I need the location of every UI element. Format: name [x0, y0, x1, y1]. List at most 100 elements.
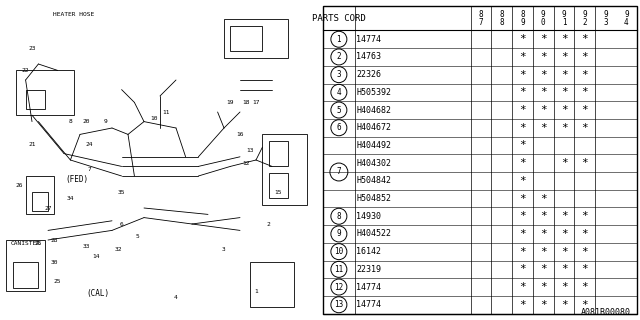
- Text: *: *: [540, 211, 547, 221]
- Text: 6: 6: [120, 221, 124, 227]
- Text: 14774: 14774: [356, 35, 381, 44]
- Text: *: *: [582, 70, 588, 80]
- Text: 8
7: 8 7: [479, 10, 483, 27]
- Text: 32: 32: [115, 247, 122, 252]
- Text: *: *: [561, 211, 568, 221]
- Text: *: *: [519, 123, 526, 133]
- Text: *: *: [561, 300, 568, 310]
- Text: 12: 12: [243, 161, 250, 166]
- Text: *: *: [561, 282, 568, 292]
- Text: *: *: [561, 229, 568, 239]
- Bar: [16, 70, 74, 115]
- Text: 12: 12: [334, 283, 344, 292]
- Text: *: *: [519, 158, 526, 168]
- Text: *: *: [519, 105, 526, 115]
- Text: *: *: [582, 300, 588, 310]
- Text: 16142: 16142: [356, 247, 381, 256]
- Text: *: *: [540, 105, 547, 115]
- Text: 6: 6: [337, 123, 341, 132]
- Text: 14: 14: [92, 253, 100, 259]
- Text: *: *: [519, 264, 526, 274]
- Text: *: *: [540, 229, 547, 239]
- Text: *: *: [540, 264, 547, 274]
- Text: *: *: [519, 282, 526, 292]
- Bar: [26, 176, 54, 214]
- Text: 8
8: 8 8: [499, 10, 504, 27]
- Text: 22: 22: [22, 68, 29, 73]
- Text: 7: 7: [337, 167, 341, 177]
- Text: 5: 5: [136, 234, 140, 239]
- Text: 35: 35: [118, 189, 125, 195]
- Text: H504852: H504852: [356, 194, 391, 203]
- Text: *: *: [519, 211, 526, 221]
- Text: 14774: 14774: [356, 300, 381, 309]
- Text: 20: 20: [83, 119, 90, 124]
- Text: *: *: [582, 211, 588, 221]
- Bar: [250, 262, 294, 307]
- Text: H505392: H505392: [356, 88, 391, 97]
- Text: *: *: [519, 52, 526, 62]
- Bar: [6, 240, 45, 291]
- Bar: [13, 262, 38, 288]
- Text: H404302: H404302: [356, 159, 391, 168]
- Text: *: *: [519, 140, 526, 150]
- Text: *: *: [519, 34, 526, 44]
- Text: 30: 30: [51, 260, 58, 265]
- Text: *: *: [540, 282, 547, 292]
- Text: 9
0: 9 0: [541, 10, 546, 27]
- Text: 23: 23: [28, 45, 36, 51]
- Text: 9: 9: [104, 119, 108, 124]
- Text: 9
4: 9 4: [624, 10, 628, 27]
- Text: *: *: [561, 87, 568, 97]
- Text: PARTS CORD: PARTS CORD: [312, 14, 365, 23]
- Text: 34: 34: [67, 196, 74, 201]
- Text: 9
3: 9 3: [604, 10, 608, 27]
- Text: *: *: [519, 194, 526, 204]
- Text: *: *: [519, 247, 526, 257]
- Text: 28: 28: [51, 237, 58, 243]
- Text: (CAL): (CAL): [86, 289, 109, 298]
- Text: 14774: 14774: [356, 283, 381, 292]
- Text: 13: 13: [246, 148, 253, 153]
- Text: 8: 8: [337, 212, 341, 221]
- Text: *: *: [582, 105, 588, 115]
- Text: *: *: [561, 264, 568, 274]
- Text: 9: 9: [337, 229, 341, 238]
- Text: *: *: [519, 176, 526, 186]
- Text: 15: 15: [275, 189, 282, 195]
- Text: 33: 33: [83, 244, 90, 249]
- Text: *: *: [540, 34, 547, 44]
- Bar: [32, 192, 48, 211]
- Bar: [224, 19, 288, 58]
- Text: *: *: [540, 123, 547, 133]
- Text: 22319: 22319: [356, 265, 381, 274]
- Bar: [26, 90, 45, 109]
- Text: *: *: [561, 105, 568, 115]
- Bar: [269, 173, 288, 198]
- Text: 9
1: 9 1: [562, 10, 566, 27]
- Text: 3: 3: [337, 70, 341, 79]
- Text: *: *: [561, 34, 568, 44]
- Text: *: *: [582, 229, 588, 239]
- Text: 2: 2: [337, 52, 341, 61]
- Text: 24: 24: [86, 141, 93, 147]
- Text: H404672: H404672: [356, 123, 391, 132]
- Text: *: *: [519, 300, 526, 310]
- Text: (FED): (FED): [65, 175, 88, 184]
- Text: 9
2: 9 2: [582, 10, 587, 27]
- Text: 10: 10: [150, 116, 157, 121]
- Text: 7: 7: [88, 167, 92, 172]
- Bar: [262, 134, 307, 205]
- Text: 14763: 14763: [356, 52, 381, 61]
- Text: *: *: [582, 34, 588, 44]
- Text: *: *: [540, 247, 547, 257]
- Text: 21: 21: [28, 141, 36, 147]
- Text: CANISTER: CANISTER: [11, 241, 40, 246]
- Text: *: *: [561, 52, 568, 62]
- Text: *: *: [540, 87, 547, 97]
- Text: 22326: 22326: [356, 70, 381, 79]
- Text: 16: 16: [236, 132, 244, 137]
- Text: *: *: [582, 52, 588, 62]
- Text: 26: 26: [15, 183, 23, 188]
- Text: 18: 18: [243, 100, 250, 105]
